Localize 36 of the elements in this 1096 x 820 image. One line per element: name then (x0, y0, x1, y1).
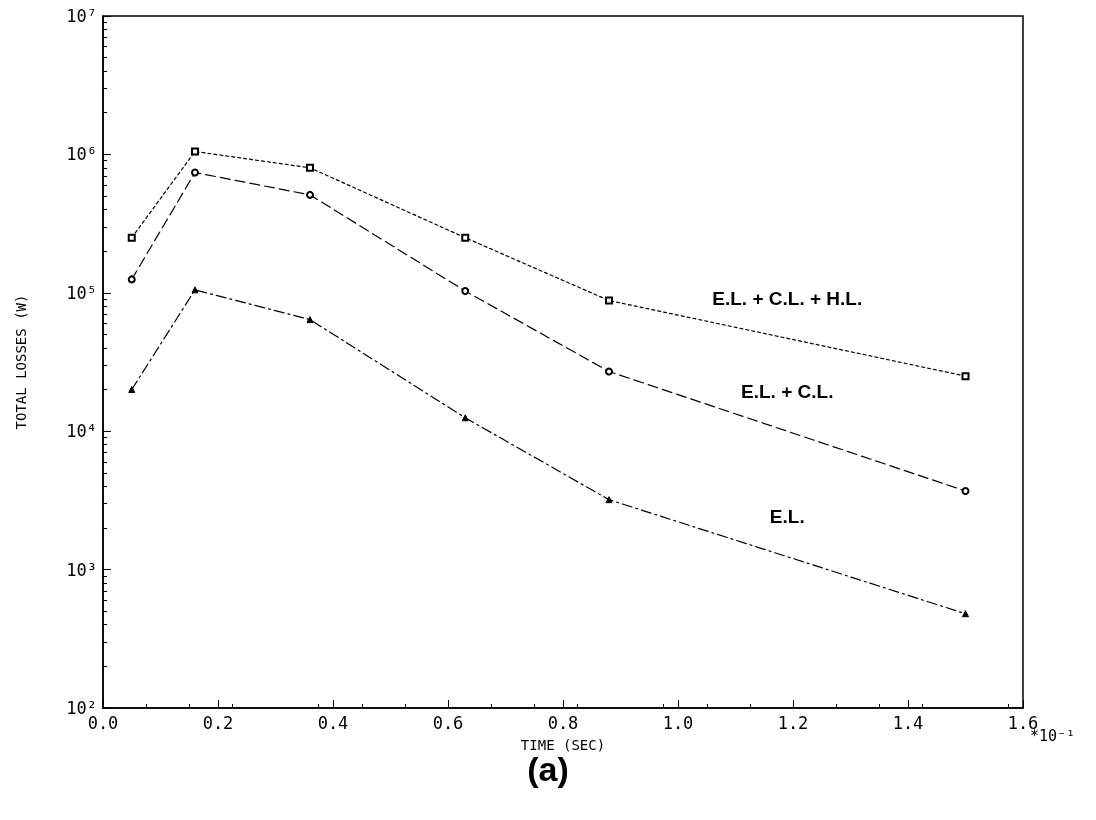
point (461, 287, 470, 296)
x-axis-title: TIME (SEC) (520, 737, 606, 753)
y-tick-label: 10³ (66, 559, 97, 580)
x-tick-label: 1.4 (892, 712, 924, 733)
y-tick-label: 10⁵ (66, 282, 97, 303)
x-tick-label: 0.0 (87, 712, 119, 733)
y-tick-label: 10⁷ (66, 6, 97, 26)
x-tick-label: 1.0 (662, 712, 694, 733)
y-tick-label: 10⁶ (66, 144, 97, 165)
x-tick-label: 1.2 (777, 712, 809, 733)
point (306, 316, 314, 324)
point (605, 296, 613, 305)
point (461, 233, 470, 242)
x-tick-label: 0.4 (317, 712, 349, 733)
series-label: E.L. (769, 506, 805, 528)
x-tick-label: 0.6 (432, 712, 464, 733)
series-label: E.L. + C.L. (741, 380, 834, 402)
point (191, 168, 199, 177)
series-label: E.L. + C.L. + H.L. (712, 287, 863, 309)
point (306, 163, 314, 172)
x-tick-label: 0.8 (547, 712, 579, 733)
point (605, 367, 613, 376)
point (962, 610, 969, 618)
point (961, 372, 970, 381)
point (127, 275, 136, 284)
point (191, 147, 199, 156)
point (605, 496, 613, 504)
point (127, 233, 136, 242)
y-axis-title: TOTAL LOSSES (W) (13, 294, 29, 430)
point (128, 386, 136, 394)
point (961, 486, 970, 495)
y-tick-label: 10⁴ (66, 421, 97, 442)
point (461, 414, 469, 422)
x-tick-label: 0.2 (202, 712, 234, 733)
point (191, 286, 199, 294)
point (306, 190, 314, 199)
